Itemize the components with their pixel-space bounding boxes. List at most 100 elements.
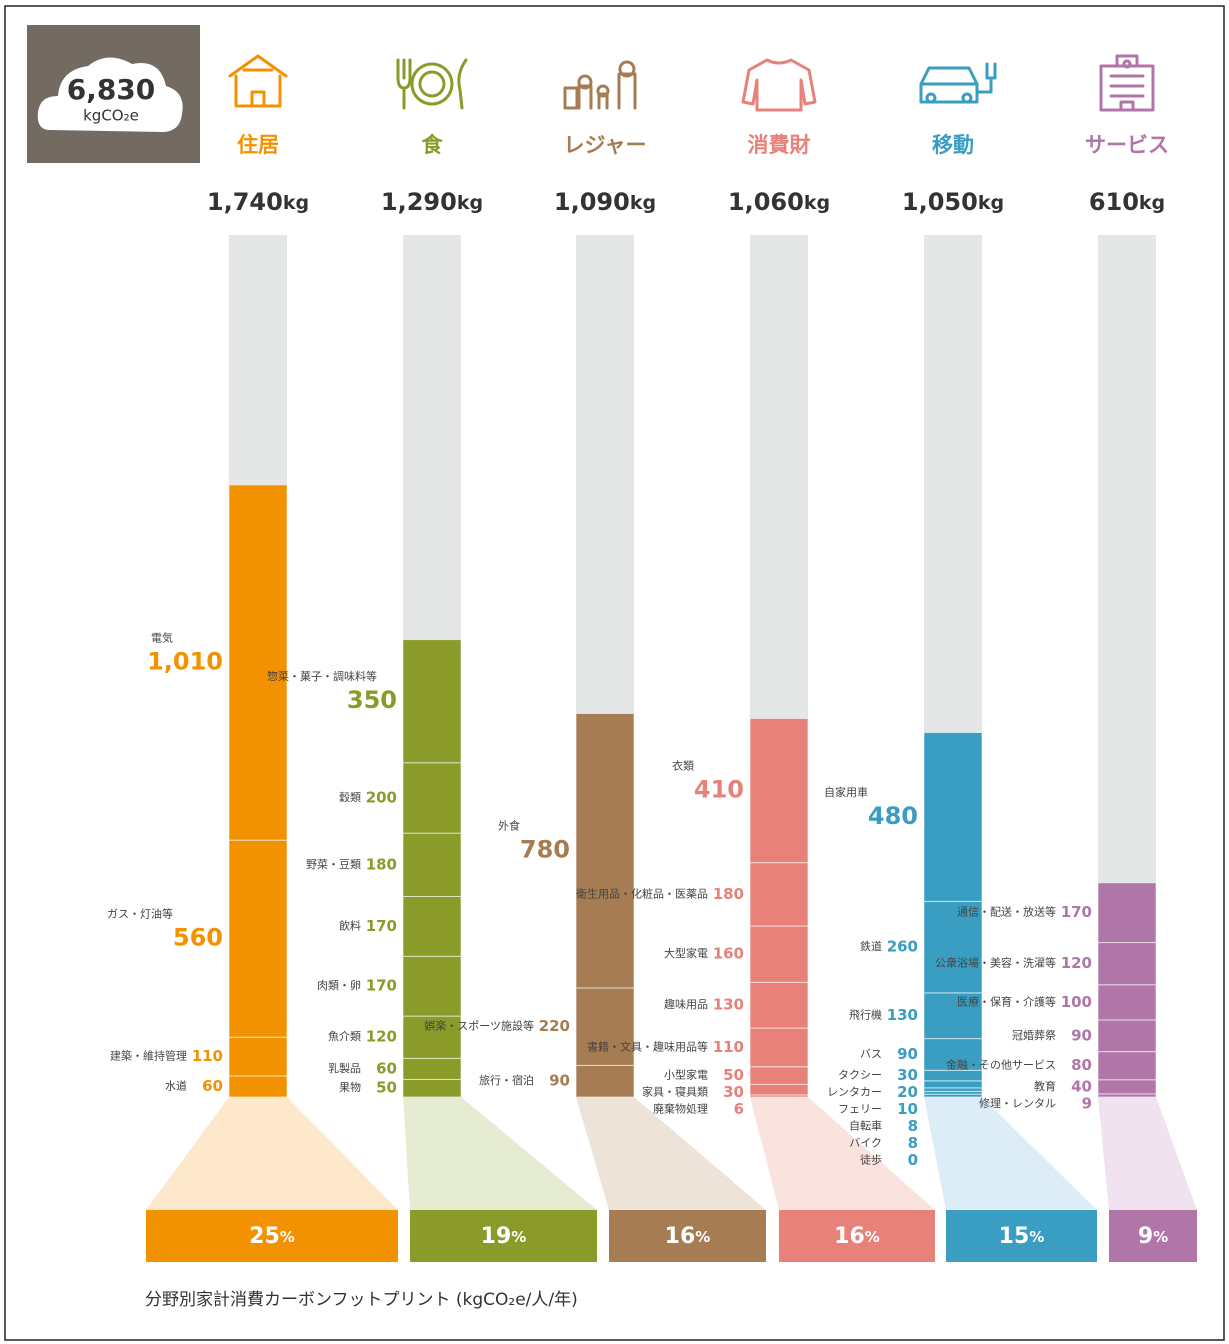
segment-name: ガス・灯油等 <box>107 907 173 921</box>
segment-value: 110 <box>192 1047 223 1065</box>
bar-segment <box>1097 1079 1157 1095</box>
category-total-unit: kg <box>1139 192 1165 214</box>
category-total-value: 1,060 <box>728 188 804 216</box>
segment-name: 穀類 <box>339 791 361 804</box>
bar-segment <box>1097 984 1157 1021</box>
segment-name: 娯楽・スポーツ施設等 <box>424 1019 534 1033</box>
total-unit: kgCO₂e <box>83 107 139 125</box>
share-unit: % <box>280 1228 295 1246</box>
segment-name: フェリー <box>838 1103 882 1116</box>
segment-name: 衣類 <box>672 759 694 773</box>
category-name: サービス <box>1085 133 1169 157</box>
bar-segment <box>749 1066 809 1085</box>
segment-name: 通信・配送・放送等 <box>957 905 1056 919</box>
share-value: 16 <box>834 1224 865 1249</box>
segment-value: 780 <box>520 836 570 864</box>
segment-value: 120 <box>1061 954 1092 972</box>
share-box <box>1109 1210 1197 1262</box>
segment-name: 公衆浴場・美容・洗濯等 <box>935 956 1056 970</box>
segment-name: 飲料 <box>339 918 361 932</box>
segment-name: 衛生用品・化粧品・医薬品 <box>576 886 708 900</box>
segment-name: 外食 <box>498 819 520 833</box>
bar-segment <box>1097 1051 1157 1081</box>
segment-value: 110 <box>713 1038 744 1056</box>
bar-segment <box>749 717 809 864</box>
cloud <box>37 57 183 132</box>
segment-name: 家具・寝具類 <box>642 1085 708 1099</box>
bar-segment <box>749 1027 809 1068</box>
segment-name: 小型家電 <box>664 1068 708 1082</box>
category-total-unit: kg <box>457 192 483 214</box>
category-total-unit: kg <box>283 192 309 214</box>
share-funnel <box>576 1097 766 1210</box>
bar-segment <box>228 484 288 841</box>
category-name: 消費財 <box>748 133 811 157</box>
segment-value: 6 <box>734 1100 744 1118</box>
share-label: 16% <box>665 1224 711 1249</box>
segment-value: 80 <box>1071 1056 1092 1074</box>
share-funnel <box>146 1097 398 1210</box>
segment-value: 1,010 <box>147 647 223 675</box>
segment-name: 冠婚葬祭 <box>1012 1028 1056 1042</box>
category-total: 1,290kg <box>381 188 483 216</box>
segment-value: 130 <box>887 1006 918 1024</box>
bar-segment <box>749 862 809 927</box>
bar-segment <box>749 981 809 1029</box>
category-name: レジャー <box>564 133 647 157</box>
segment-name: 自家用車 <box>824 785 868 799</box>
segment-value: 50 <box>376 1079 397 1097</box>
caption: 分野別家計消費カーボンフットプリント (kgCO₂e/人/年) <box>145 1290 578 1310</box>
segment-name: タクシー <box>838 1069 882 1082</box>
share-unit: % <box>1029 1228 1044 1246</box>
bar-segment <box>402 639 462 764</box>
segment-value: 90 <box>1071 1026 1092 1044</box>
segment-name: 飛行機 <box>849 1008 882 1022</box>
segment-name: 徒歩 <box>860 1153 882 1167</box>
segment-value: 560 <box>173 924 223 952</box>
bar-segment <box>402 832 462 897</box>
segment-value: 170 <box>366 977 397 995</box>
segment-value: 90 <box>549 1072 570 1090</box>
segment-name: 書籍・文具・趣味用品等 <box>587 1039 708 1053</box>
category-total-unit: kg <box>804 192 830 214</box>
bar-segment <box>402 955 462 1017</box>
segment-value: 8 <box>908 1134 918 1152</box>
segment-value: 50 <box>723 1066 744 1084</box>
share-value: 9 <box>1138 1224 1153 1249</box>
category-name: 住居 <box>237 133 279 157</box>
bar-segment <box>575 987 635 1066</box>
segment-value: 120 <box>366 1028 397 1046</box>
share-value: 15 <box>999 1224 1030 1249</box>
segment-name: 趣味用品 <box>664 997 708 1011</box>
bar-segment <box>228 839 288 1038</box>
bar-segment <box>923 731 983 902</box>
category-total-value: 1,290 <box>381 188 457 216</box>
category-name: 移動 <box>932 133 974 157</box>
segment-name: 惣菜・菓子・調味料等 <box>267 669 377 683</box>
segment-name: レンタカー <box>827 1086 882 1099</box>
segment-value: 30 <box>897 1066 918 1084</box>
share-funnel <box>924 1097 1097 1210</box>
segment-name: 乳製品 <box>328 1061 361 1075</box>
category-total-value: 1,740 <box>207 188 283 216</box>
segment-value: 9 <box>1082 1094 1092 1112</box>
segment-value: 40 <box>1071 1077 1092 1095</box>
segment-name: 野菜・豆類 <box>306 858 361 871</box>
category-total: 1,050kg <box>902 188 1004 216</box>
segment-name: 金融・その他サービス <box>946 1058 1056 1072</box>
segment-value: 410 <box>694 776 744 804</box>
share-value: 25 <box>249 1224 280 1249</box>
bar-segment <box>923 992 983 1040</box>
bar-segment <box>923 1087 983 1092</box>
bar-segment <box>923 1069 983 1082</box>
bar-segment <box>923 1038 983 1071</box>
category-icon <box>396 58 468 110</box>
share-funnel <box>750 1097 935 1210</box>
share-unit: % <box>1153 1228 1168 1246</box>
category-total-unit: kg <box>630 192 656 214</box>
category-total-value: 610 <box>1089 188 1139 216</box>
share-funnel <box>403 1097 597 1210</box>
share-funnel <box>1098 1097 1197 1210</box>
share-value: 16 <box>665 1224 696 1249</box>
bar-segment <box>749 925 809 983</box>
